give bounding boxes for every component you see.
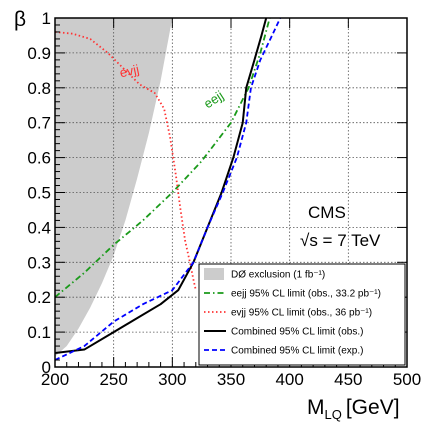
y-tick-label: 0.6 bbox=[27, 149, 51, 168]
x-axis-title-unit: [GeV] bbox=[346, 396, 400, 419]
legend-swatch bbox=[204, 268, 224, 280]
x-tick-label: 250 bbox=[99, 370, 127, 389]
energy-label: √s = 7 TeV bbox=[300, 231, 381, 250]
series-combined-95-cl-limit-exp bbox=[55, 18, 282, 361]
x-axis-title-main: M bbox=[307, 396, 325, 419]
legend-label: eejj 95% CL limit (obs., 33.2 pb⁻¹) bbox=[231, 289, 381, 300]
y-tick-label: 1 bbox=[42, 9, 51, 28]
x-axis-title-sub: LQ bbox=[325, 407, 342, 422]
x-tick-label: 450 bbox=[334, 370, 362, 389]
y-tick-label: 0.5 bbox=[27, 184, 51, 203]
legend-label: DØ exclusion (1 fb⁻¹) bbox=[231, 270, 325, 281]
y-tick-label: 0.3 bbox=[27, 253, 51, 272]
y-tick-label: 0.7 bbox=[27, 114, 51, 133]
legend-label: Combined 95% CL limit (exp.) bbox=[231, 346, 363, 357]
legend-label: evjj 95% CL limit (obs., 36 pb⁻¹) bbox=[231, 308, 372, 319]
x-tick-label: 200 bbox=[41, 370, 69, 389]
y-tick-label: 0.8 bbox=[27, 79, 51, 98]
y-axis-title: β bbox=[14, 8, 26, 31]
y-tick-label: 0.9 bbox=[27, 44, 51, 63]
x-tick-label: 400 bbox=[275, 370, 303, 389]
legend: DØ exclusion (1 fb⁻¹) eejj 95% CL limit (… bbox=[198, 263, 406, 366]
x-tick-label: 300 bbox=[158, 370, 186, 389]
x-axis-title: MLQ [GeV] bbox=[307, 396, 400, 422]
y-tick-label: 0.4 bbox=[27, 218, 51, 237]
y-tick-label: 0 bbox=[42, 358, 51, 377]
y-tick-label: 0.1 bbox=[27, 323, 51, 342]
legend-label: Combined 95% CL limit (obs.) bbox=[231, 327, 363, 338]
x-tick-label: 500 bbox=[393, 370, 421, 389]
evjj-curve-label: evjj bbox=[118, 62, 140, 81]
series-eejj-95-cl-limit-obs-33-2-pb bbox=[55, 18, 271, 298]
experiment-label: CMS bbox=[308, 203, 346, 222]
y-tick-label: 0.2 bbox=[27, 288, 51, 307]
x-tick-label: 350 bbox=[217, 370, 245, 389]
legend-box bbox=[198, 263, 406, 366]
